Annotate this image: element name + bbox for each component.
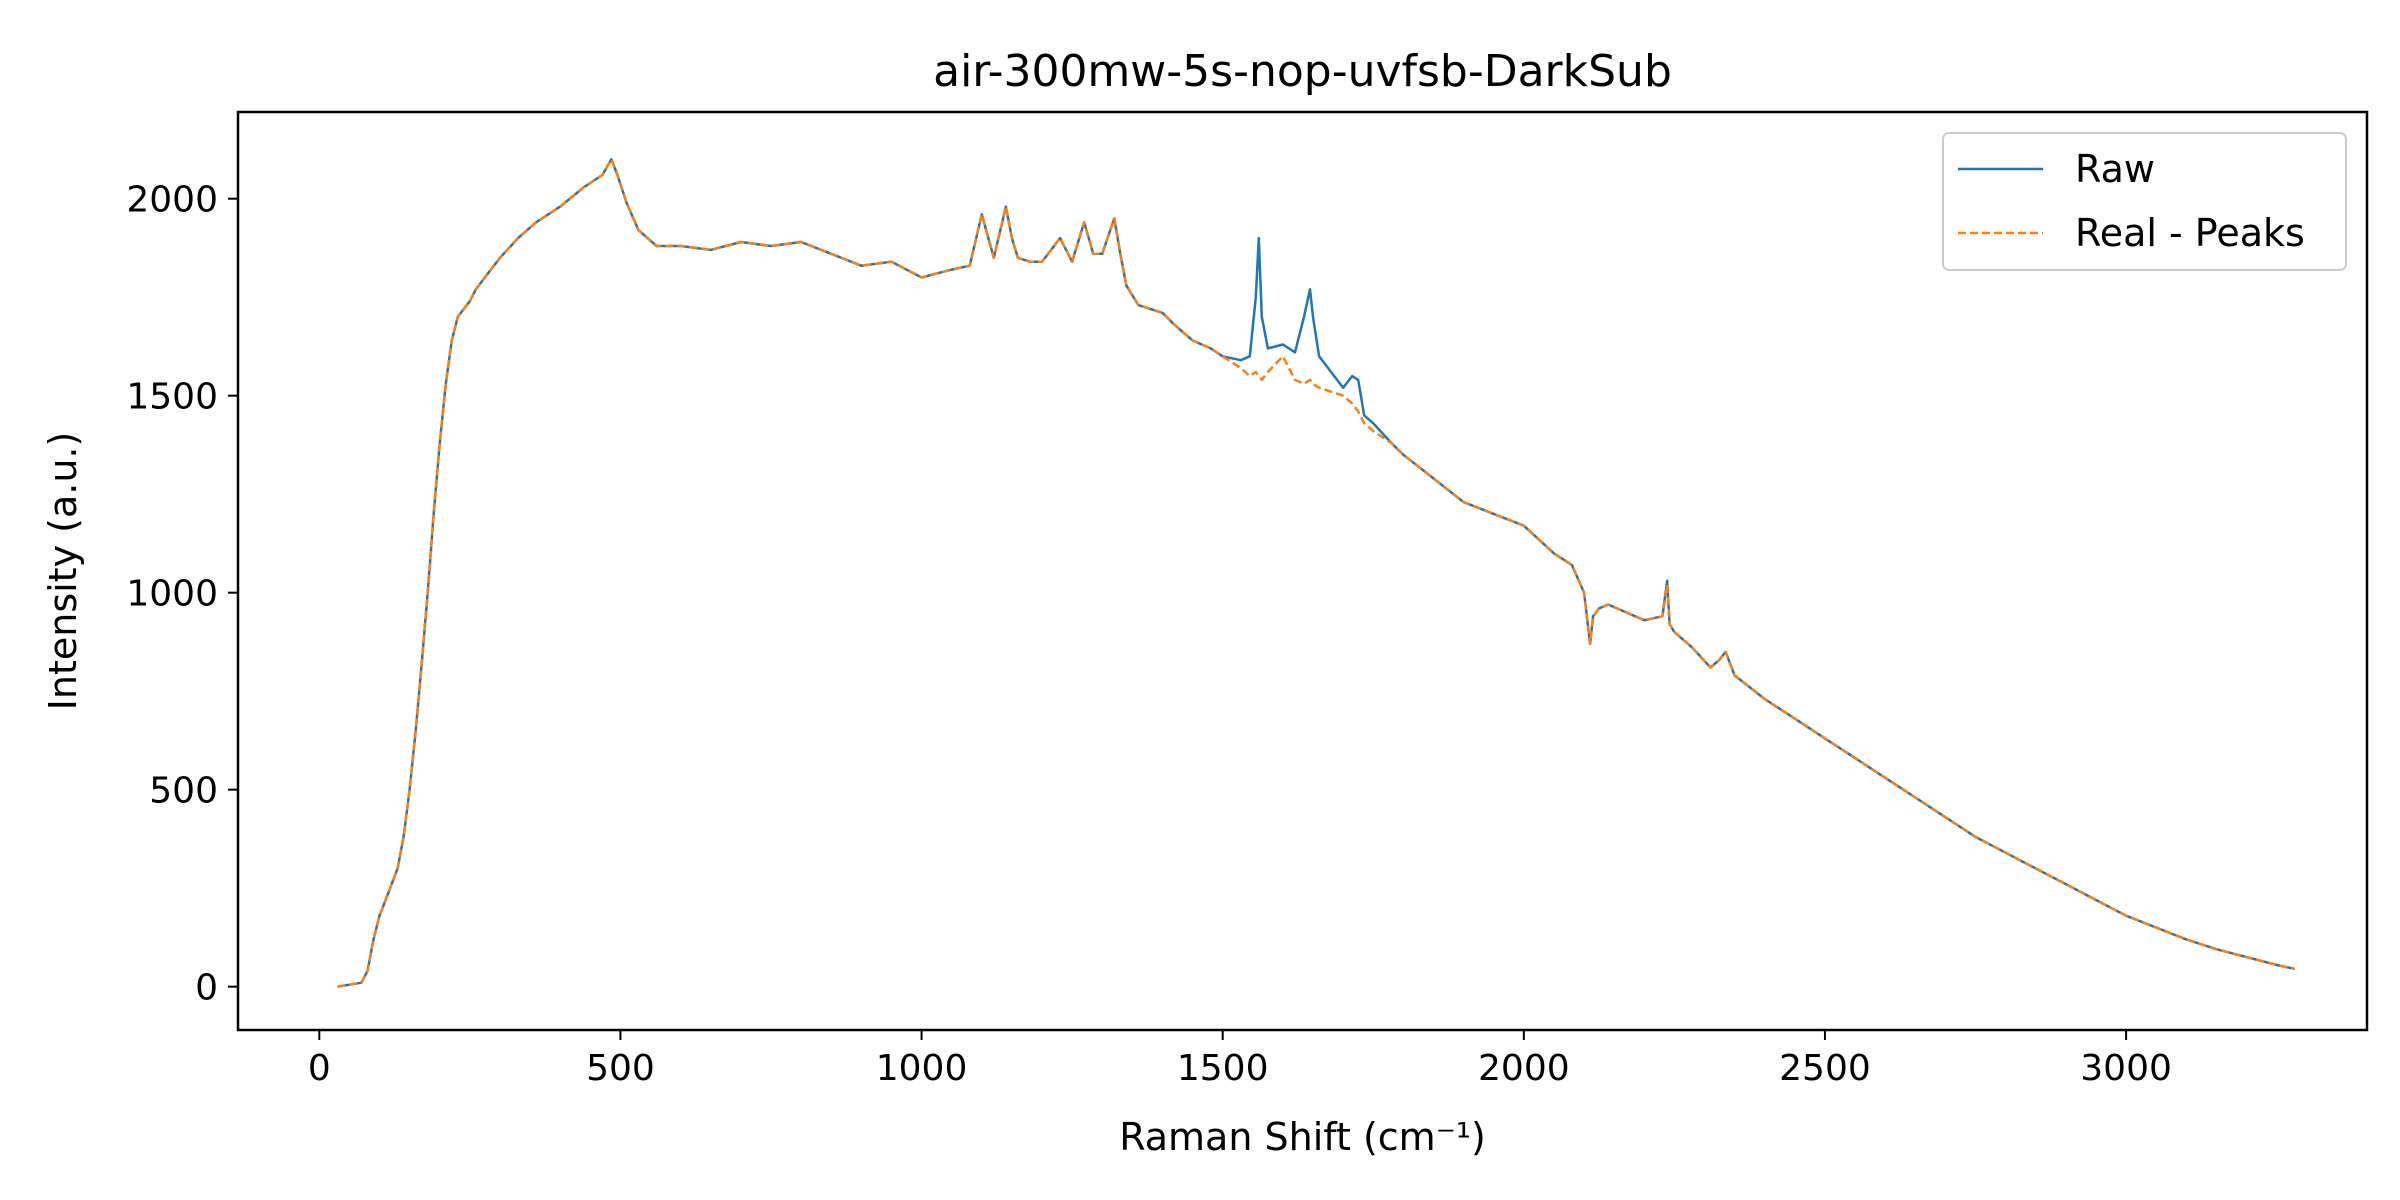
x-axis-ticks: 0 500 1000 1500 2000 2500 3000 bbox=[308, 1030, 2172, 1089]
x-tick-label: 2500 bbox=[1779, 1048, 1871, 1089]
x-tick-label: 3000 bbox=[2080, 1048, 2172, 1089]
y-axis-label: Intensity (a.u.) bbox=[41, 432, 85, 711]
x-axis-label: Raman Shift (cm⁻¹) bbox=[1119, 1115, 1486, 1159]
y-tick-label: 1500 bbox=[126, 377, 218, 418]
x-tick-label: 500 bbox=[586, 1048, 655, 1089]
series-line-real-peaks bbox=[337, 158, 2295, 988]
series-line-raw bbox=[337, 158, 2295, 988]
legend-label-real-peaks: Real - Peaks bbox=[2075, 211, 2305, 255]
chart-title: air-300mw-5s-nop-uvfsb-DarkSub bbox=[933, 46, 1672, 97]
axes-frame bbox=[236, 110, 2369, 1032]
legend-label-raw: Raw bbox=[2075, 147, 2155, 191]
x-tick-label: 0 bbox=[308, 1048, 331, 1089]
x-tick-label: 1000 bbox=[876, 1048, 968, 1089]
x-tick-label: 1500 bbox=[1177, 1048, 1269, 1089]
plot-area bbox=[337, 158, 2295, 988]
legend-box bbox=[1942, 132, 2347, 271]
x-tick-label: 2000 bbox=[1478, 1048, 1570, 1089]
y-tick-label: 500 bbox=[149, 771, 218, 812]
y-tick-label: 2000 bbox=[126, 180, 218, 221]
y-axis-ticks: 0 500 1000 1500 2000 bbox=[126, 180, 238, 1009]
legend: Raw Real - Peaks bbox=[1942, 132, 2347, 271]
y-tick-label: 1000 bbox=[126, 574, 218, 615]
y-tick-label: 0 bbox=[195, 968, 218, 1009]
